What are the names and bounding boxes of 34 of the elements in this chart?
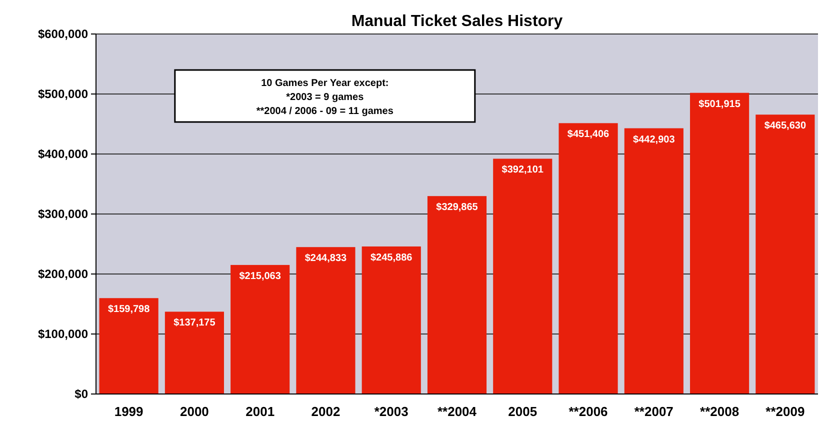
- data-label: $244,833: [304, 253, 348, 264]
- data-label: $392,101: [502, 164, 544, 176]
- annotation: **2004 / 2006 - 09 = 11 games: [256, 106, 394, 117]
- data-label: $159,798: [108, 304, 150, 316]
- y-tick-label: $600,000: [38, 27, 88, 42]
- x-tick-label: 1999: [114, 404, 144, 419]
- x-tick-label: **2004: [437, 404, 478, 419]
- note-box: 10 Games Per Year except: *2003 = 9 games **2004 / 2006 - 09 = 11 games: [174, 69, 476, 123]
- x-tick-label: **2008: [700, 404, 740, 419]
- data-label: $245,886: [370, 252, 413, 264]
- data-label: $329,865: [436, 202, 478, 214]
- x-tick-label: **2007: [634, 404, 674, 419]
- data-label: $442,903: [633, 134, 676, 146]
- x-tick-label: 2002: [311, 404, 340, 419]
- x-tick-label: **2009: [766, 404, 805, 419]
- data-label: $215,063: [239, 270, 282, 282]
- x-tick-label: *2003: [374, 404, 408, 419]
- data-label: $465,630: [764, 120, 806, 132]
- annotation: 10 Games Per Year except:: [261, 78, 389, 89]
- x-tick-label: **2006: [568, 404, 608, 419]
- chart-title: Manual Ticket Sales History: [351, 13, 563, 30]
- y-tick-label: $500,000: [38, 87, 88, 102]
- data-label: $451,406: [567, 129, 610, 140]
- data-label: $501,915: [698, 98, 741, 110]
- y-tick-label: $100,000: [38, 327, 88, 342]
- y-tick-label: $400,000: [38, 147, 88, 162]
- x-tick-label: 2000: [180, 404, 209, 419]
- annotation: *2003 = 9 games: [286, 92, 364, 103]
- y-tick-label: $0: [74, 387, 88, 402]
- x-tick-label: 2005: [508, 404, 538, 419]
- x-tick-label: 2001: [246, 404, 275, 419]
- y-tick-label: $300,000: [38, 207, 88, 222]
- data-label: $137,175: [174, 318, 216, 329]
- y-tick-label: $200,000: [38, 267, 88, 282]
